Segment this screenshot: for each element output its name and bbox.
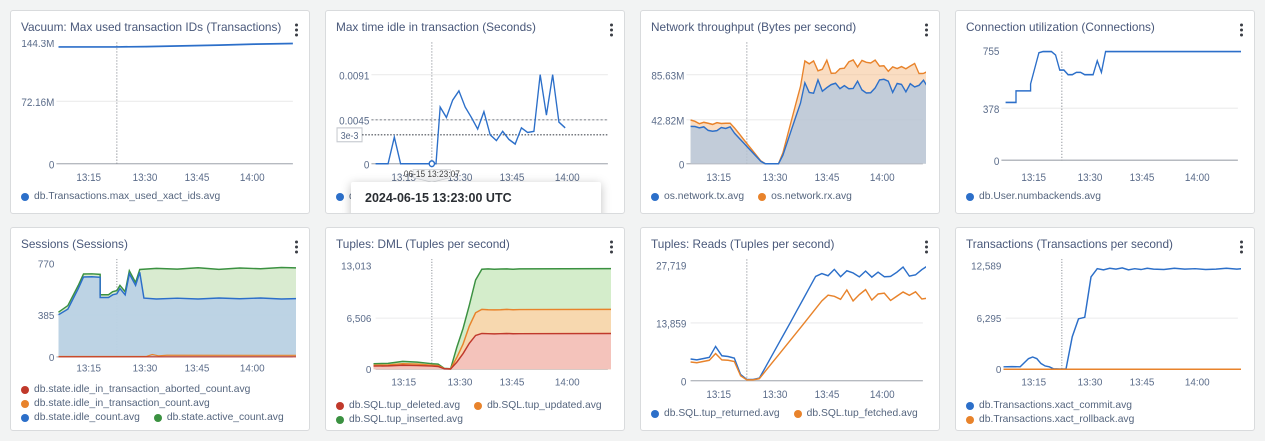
svg-text:13:45: 13:45	[1130, 173, 1155, 185]
svg-text:13:15: 13:15	[76, 364, 101, 375]
svg-text:14:00: 14:00	[1185, 173, 1210, 185]
svg-text:14:00: 14:00	[555, 378, 580, 389]
svg-text:0.0045: 0.0045	[339, 116, 369, 128]
svg-text:3e-3: 3e-3	[341, 131, 359, 142]
svg-text:6,506: 6,506	[347, 314, 372, 325]
svg-text:0: 0	[996, 365, 1002, 376]
svg-text:27,719: 27,719	[656, 261, 686, 273]
svg-text:0: 0	[681, 377, 687, 389]
svg-text:13:30: 13:30	[763, 390, 788, 402]
svg-text:14:00: 14:00	[240, 173, 265, 185]
svg-text:14:00: 14:00	[870, 173, 895, 185]
svg-text:06-15 13:23:07: 06-15 13:23:07	[404, 169, 460, 180]
svg-text:13:15: 13:15	[1021, 378, 1046, 389]
svg-text:13,859: 13,859	[656, 319, 686, 331]
svg-text:13:45: 13:45	[500, 378, 525, 389]
svg-text:72.16M: 72.16M	[21, 98, 54, 110]
svg-text:0: 0	[49, 353, 55, 364]
svg-text:13:15: 13:15	[706, 173, 731, 185]
svg-text:85.63M: 85.63M	[651, 71, 684, 83]
svg-text:13:15: 13:15	[706, 390, 731, 402]
svg-text:13:30: 13:30	[133, 364, 158, 375]
svg-text:13:45: 13:45	[185, 173, 210, 185]
svg-text:13:15: 13:15	[1021, 173, 1046, 185]
svg-text:0: 0	[49, 160, 55, 172]
svg-text:13:45: 13:45	[185, 364, 210, 375]
svg-text:13:30: 13:30	[1078, 173, 1103, 185]
svg-text:14:00: 14:00	[240, 364, 265, 375]
svg-text:14:00: 14:00	[870, 390, 895, 402]
svg-text:13:45: 13:45	[815, 173, 840, 185]
svg-text:385: 385	[38, 311, 55, 322]
svg-text:13:15: 13:15	[76, 173, 101, 185]
svg-text:13:30: 13:30	[133, 173, 158, 185]
svg-text:14:00: 14:00	[1185, 378, 1210, 389]
svg-text:13:45: 13:45	[1130, 378, 1155, 389]
svg-text:755: 755	[983, 47, 1000, 59]
svg-text:13,013: 13,013	[341, 262, 372, 273]
svg-text:0: 0	[364, 160, 370, 172]
svg-text:12,589: 12,589	[971, 262, 1002, 273]
svg-text:13:45: 13:45	[815, 390, 840, 402]
svg-text:42.82M: 42.82M	[651, 116, 684, 128]
svg-text:6,295: 6,295	[977, 314, 1002, 325]
svg-text:378: 378	[983, 105, 1000, 117]
svg-text:13:15: 13:15	[391, 378, 416, 389]
svg-text:0: 0	[994, 157, 1000, 169]
svg-text:0.0091: 0.0091	[339, 71, 369, 83]
svg-text:0: 0	[366, 365, 372, 376]
svg-text:770: 770	[38, 260, 55, 271]
svg-text:13:30: 13:30	[763, 173, 788, 185]
svg-text:13:30: 13:30	[1078, 378, 1103, 389]
svg-text:0: 0	[679, 160, 685, 172]
svg-text:144.3M: 144.3M	[21, 40, 54, 50]
svg-text:13:30: 13:30	[448, 378, 473, 389]
